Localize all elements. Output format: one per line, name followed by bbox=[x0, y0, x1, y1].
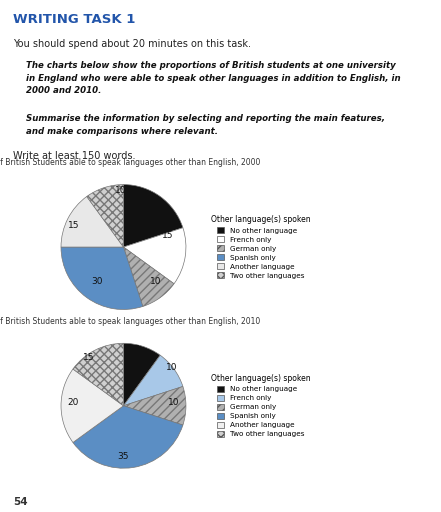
Text: 10: 10 bbox=[130, 345, 142, 354]
Text: 15: 15 bbox=[161, 231, 173, 240]
Wedge shape bbox=[123, 343, 160, 406]
Wedge shape bbox=[61, 247, 143, 309]
Wedge shape bbox=[73, 343, 123, 406]
Wedge shape bbox=[61, 369, 123, 442]
Text: 35: 35 bbox=[118, 453, 129, 461]
Wedge shape bbox=[123, 185, 183, 247]
Text: 15: 15 bbox=[68, 221, 79, 230]
Text: 10: 10 bbox=[150, 277, 162, 286]
Text: Summarise the information by selecting and reporting the main features,
and make: Summarise the information by selecting a… bbox=[26, 114, 385, 136]
Wedge shape bbox=[123, 247, 174, 307]
Wedge shape bbox=[123, 387, 186, 425]
Wedge shape bbox=[123, 355, 183, 406]
Legend: No other language, French only, German only, Spanish only, Another language, Two: No other language, French only, German o… bbox=[208, 371, 314, 440]
Text: 10: 10 bbox=[166, 362, 178, 372]
Text: 10: 10 bbox=[115, 186, 126, 195]
Title: % of British Students able to speak languages other than English, 2010: % of British Students able to speak lang… bbox=[0, 316, 261, 326]
Text: You should spend about 20 minutes on this task.: You should spend about 20 minutes on thi… bbox=[13, 39, 251, 49]
Text: 15: 15 bbox=[83, 353, 95, 361]
Text: 20: 20 bbox=[68, 398, 79, 407]
Title: % of British Students able to speak languages other than English, 2000: % of British Students able to speak lang… bbox=[0, 158, 261, 167]
Text: Write at least 150 words.: Write at least 150 words. bbox=[13, 151, 136, 161]
Wedge shape bbox=[123, 228, 186, 284]
Text: 54: 54 bbox=[13, 497, 28, 507]
Text: 30: 30 bbox=[91, 277, 103, 286]
Text: 10: 10 bbox=[168, 398, 179, 407]
Text: The charts below show the proportions of British students at one university
in E: The charts below show the proportions of… bbox=[26, 61, 400, 95]
Legend: No other language, French only, German only, Spanish only, Another language, Two: No other language, French only, German o… bbox=[208, 212, 314, 282]
Wedge shape bbox=[73, 406, 183, 468]
Wedge shape bbox=[87, 185, 123, 247]
Text: WRITING TASK 1: WRITING TASK 1 bbox=[13, 13, 135, 26]
Text: 20: 20 bbox=[150, 200, 162, 209]
Wedge shape bbox=[61, 197, 123, 247]
